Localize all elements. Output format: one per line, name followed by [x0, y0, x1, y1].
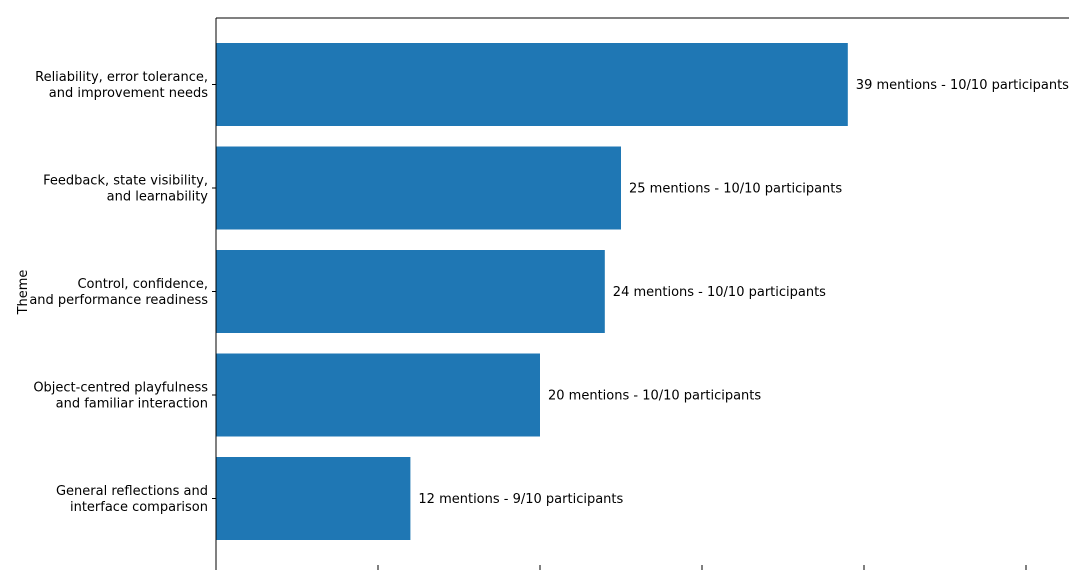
bar-value-label-4: 12 mentions - 9/10 participants: [418, 492, 623, 507]
bar-3: [216, 353, 540, 437]
y-tick-label-4: General reflections and interface compari…: [56, 484, 208, 515]
y-tick-label-2: Control, confidence, and performance read…: [29, 277, 208, 308]
bar-value-label-2: 24 mentions - 10/10 participants: [613, 285, 826, 300]
bar-labels-layer: 39 mentions - 10/10 participants 25 menti…: [418, 78, 1069, 507]
bar-4: [216, 457, 411, 540]
bars-layer: [216, 43, 848, 540]
y-tick-label-1: Feedback, state visibility, and learnabil…: [43, 174, 208, 205]
y-axis-title: Theme: [16, 270, 31, 316]
bar-1: [216, 146, 621, 230]
y-tick-label-3: Object-centred playfulness and familiar i…: [33, 381, 208, 412]
bar-0: [216, 43, 848, 126]
bar-value-label-0: 39 mentions - 10/10 participants: [856, 78, 1069, 93]
bar-value-label-3: 20 mentions - 10/10 participants: [548, 389, 761, 404]
bar-2: [216, 250, 605, 333]
y-tick-label-0: Reliability, error tolerance, and improve…: [35, 70, 208, 101]
bar-value-label-1: 25 mentions - 10/10 participants: [629, 182, 842, 197]
y-axis-ticks: Reliability, error tolerance, and improve…: [29, 70, 216, 515]
x-axis-ticks: [215, 565, 1027, 570]
